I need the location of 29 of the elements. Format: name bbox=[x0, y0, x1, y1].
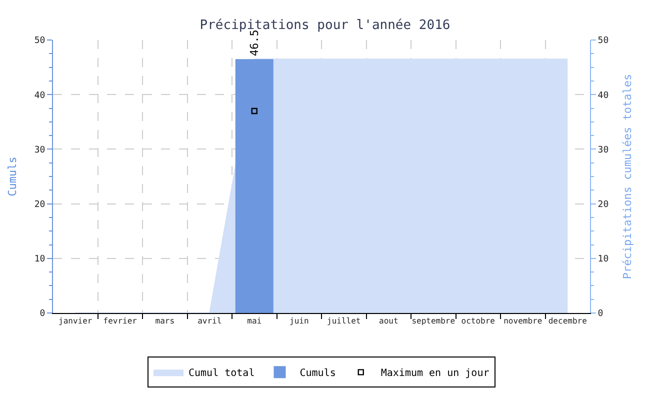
x-tick-label: avril bbox=[198, 316, 222, 326]
y2-tick-label: 30 bbox=[598, 145, 609, 156]
x-tick-label: aout bbox=[378, 316, 398, 326]
y-tick-label: 30 bbox=[34, 145, 46, 156]
y-tick-label: 0 bbox=[40, 309, 46, 320]
y-tick-label: 20 bbox=[34, 200, 46, 210]
x-tick-label: novembre bbox=[504, 316, 542, 326]
y2-tick-label: 40 bbox=[598, 90, 609, 101]
x-tick-label: septembre bbox=[412, 316, 456, 326]
x-tick-label: mai bbox=[247, 316, 262, 326]
x-tick-label: juillet bbox=[327, 316, 361, 326]
y2-tick-label: 50 bbox=[598, 36, 609, 46]
legend-label: Maximum en un jour bbox=[380, 368, 490, 380]
y2-tick-label: 0 bbox=[598, 309, 604, 320]
legend-label: Cumuls bbox=[300, 368, 336, 380]
x-tick-label: juin bbox=[289, 316, 309, 326]
y-tick-label: 50 bbox=[34, 36, 46, 46]
x-tick-label: fevrier bbox=[103, 316, 138, 326]
y-tick-label: 40 bbox=[34, 90, 46, 101]
y2-axis-title: Précipitations cumulées totales bbox=[620, 74, 634, 280]
x-tick-label: octobre bbox=[461, 316, 496, 326]
x-tick-label: mars bbox=[155, 316, 175, 326]
y-axis-title: Cumuls bbox=[6, 156, 20, 196]
y-tick-label: 10 bbox=[34, 254, 46, 265]
y2-tick-label: 20 bbox=[598, 200, 609, 210]
legend-label: Cumul total bbox=[188, 368, 255, 380]
y2-tick-label: 10 bbox=[598, 254, 609, 265]
x-tick-label: decembre bbox=[548, 316, 588, 326]
x-tick-label: janvier bbox=[58, 316, 92, 326]
